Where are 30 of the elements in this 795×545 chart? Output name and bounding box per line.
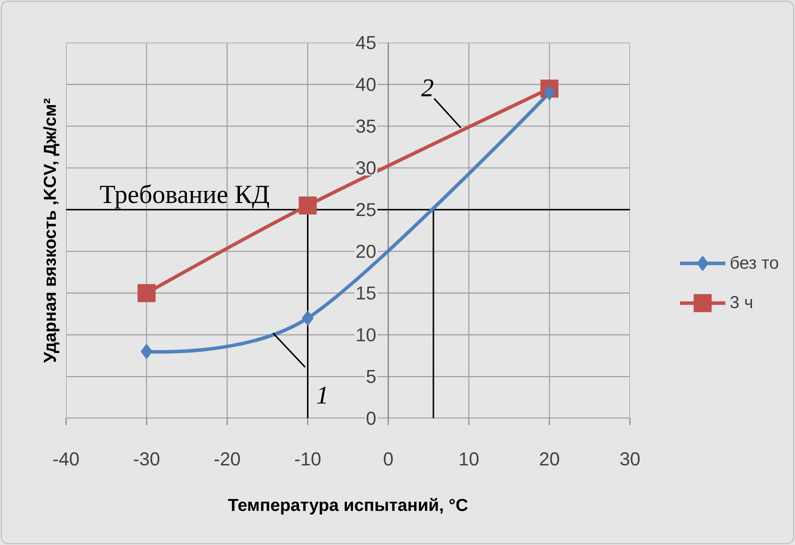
x-tick-label: 0	[384, 452, 393, 466]
x-tick-label: 30	[620, 452, 640, 466]
y-tick-label: 20	[356, 244, 376, 258]
x-tick-label: -30	[134, 452, 160, 466]
legend-label: 3 ч	[730, 296, 752, 308]
y-tick-label: 45	[356, 36, 376, 50]
x-tick-label: 10	[460, 452, 479, 466]
point	[140, 344, 152, 360]
x-tick-label: -10	[295, 452, 320, 466]
y-tick-label: 10	[356, 328, 376, 342]
y-tick-label: 40	[356, 78, 376, 92]
ref-line-label: Требование КД	[100, 184, 270, 208]
point	[298, 196, 317, 214]
x-tick-label: -40	[53, 452, 79, 466]
y-tick-label: 0	[366, 412, 376, 425]
y-tick-label: 25	[356, 202, 376, 216]
y-tick-label: 5	[366, 370, 376, 384]
point	[138, 284, 156, 302]
annotation: 2	[421, 79, 434, 96]
y-tick-label: 15	[356, 286, 376, 300]
y-tick-label: 35	[356, 120, 376, 133]
x-tick-label: -20	[214, 452, 240, 466]
point	[544, 85, 556, 100]
annotation: 1	[316, 386, 326, 404]
x-tick-label: 20	[540, 452, 560, 466]
point	[302, 310, 314, 326]
x-axis-title: Температура испытаний, °C	[228, 498, 468, 515]
legend-label: без то	[730, 256, 778, 269]
y-tick-label: 30	[356, 161, 376, 174]
y-axis-title: Ударная вязкость ,KCV, Дж/см²	[43, 98, 60, 363]
